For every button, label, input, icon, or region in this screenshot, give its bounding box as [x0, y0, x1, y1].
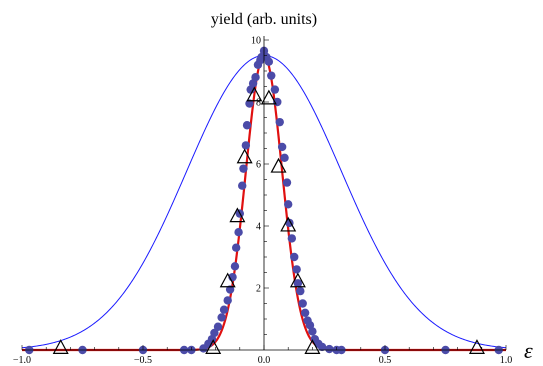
x-tick-label: 1.0	[500, 355, 513, 366]
data-point-dot	[231, 243, 241, 252]
data-point-dot	[282, 178, 292, 187]
data-point-triangle	[468, 339, 485, 354]
data-point-triangle	[260, 89, 277, 105]
data-point-dot	[325, 344, 334, 354]
data-point-dot	[275, 117, 284, 127]
data-point-triangle	[236, 148, 253, 164]
data-point-dot	[293, 279, 303, 288]
data-point-dot	[317, 342, 327, 352]
data-point-triangle	[229, 207, 246, 223]
data-point-dot	[217, 313, 226, 322]
data-point-dot	[242, 121, 252, 130]
axes: −1.0 −0.5 0.0 0.5 1.0 2 4 6 8 10	[13, 36, 512, 366]
data-point-dot	[238, 181, 247, 190]
data-point-triangle	[289, 272, 306, 288]
data-point-dot	[219, 305, 229, 314]
x-axis-title: ε	[524, 338, 533, 363]
data-point-dot	[298, 299, 307, 308]
x-tick-label: −1.0	[13, 355, 31, 366]
data-point-dot	[270, 85, 280, 94]
data-point-dot	[287, 234, 297, 243]
x-tick-label: 0.5	[379, 355, 392, 366]
data-point-triangle	[304, 339, 321, 354]
data-point-dot	[210, 328, 219, 338]
data-point-dot	[230, 262, 240, 271]
data-point-dot	[239, 164, 248, 173]
data-point-dot	[308, 327, 317, 336]
data-point-triangle	[205, 339, 222, 354]
data-point-dot	[264, 57, 274, 66]
y-tick-label: 6	[256, 160, 261, 171]
y-tick-label: 2	[256, 284, 261, 295]
data-point-dot	[234, 228, 243, 237]
data-point-triangle	[270, 157, 287, 173]
data-point-dot	[241, 141, 251, 150]
data-point-triangle	[246, 86, 263, 102]
y-axis-title: yield (arb. units)	[211, 11, 317, 28]
data-point-dot	[292, 265, 301, 274]
y-tick-label: 4	[256, 222, 261, 233]
x-tick-label: −0.5	[134, 355, 152, 366]
data-point-dot	[267, 71, 276, 80]
data-point-dot	[225, 285, 235, 294]
y-tick-label: 10	[251, 36, 261, 47]
data-point-triangle	[219, 272, 236, 288]
data-point-dot	[213, 322, 223, 331]
marker-layer	[25, 46, 503, 355]
data-point-dot	[284, 200, 293, 209]
data-point-triangle	[280, 216, 297, 232]
x-tick-label: 0.0	[258, 355, 271, 366]
data-point-dot	[280, 153, 289, 162]
data-point-dot	[300, 308, 310, 317]
data-point-dot	[277, 142, 287, 152]
data-point-triangle	[52, 339, 69, 354]
data-point-dot	[251, 73, 260, 82]
data-point-dot	[290, 252, 299, 262]
data-point-dot	[296, 286, 305, 296]
data-point-dot	[245, 99, 254, 108]
data-point-dot	[223, 296, 232, 305]
y-tick-label: 8	[256, 98, 261, 109]
